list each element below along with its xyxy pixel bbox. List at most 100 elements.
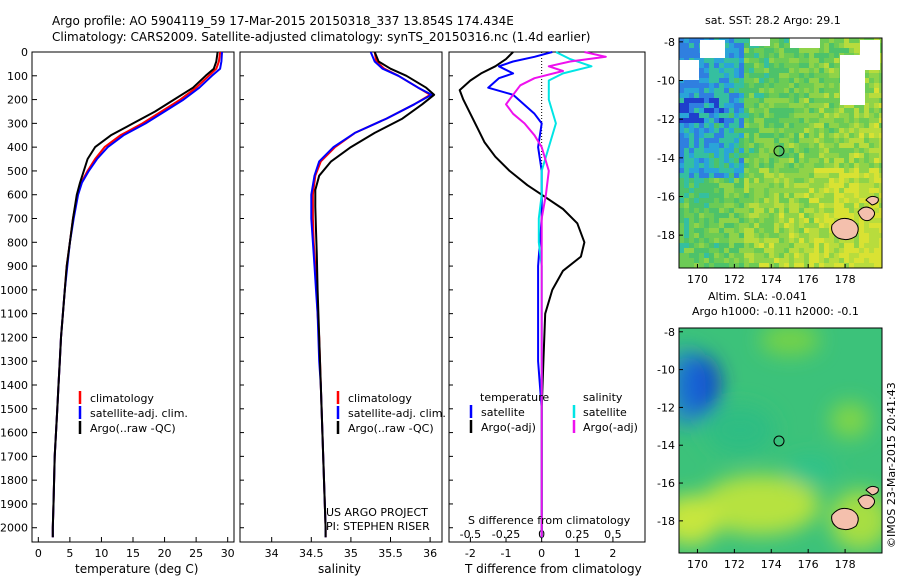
s-difference-label: S difference from climatology [468, 514, 631, 527]
header-line-1: Argo profile: AO 5904119_59 17-Mar-2015 … [52, 14, 514, 28]
y-tick-label: 400 [7, 141, 28, 154]
y-tick-label: 1200 [0, 331, 28, 344]
legend-label-t-argo: Argo(-adj) [481, 421, 536, 434]
project-label: US ARGO PROJECT [326, 506, 428, 519]
temperature-xlabel: temperature (deg C) [75, 562, 198, 576]
difference-axis: -2 -1 0 1 2-0.5 -0.25 0 0.25 0.5 [449, 51, 622, 560]
y-tick-label: 0 [21, 46, 28, 59]
x-tick-label: -1 [501, 547, 512, 560]
sla-map-axes: 170 172 174 176 178 -8 -10 -12 -14 -16 -18 [657, 326, 856, 571]
sla-map-panel: Altim. SLA: -0.041 Argo h1000: -0.11 h20… [657, 290, 883, 571]
x-tick-label: 35.5 [378, 547, 403, 560]
lat-tick-label: -12 [657, 113, 675, 126]
lat-tick-label: -8 [664, 36, 675, 49]
temperature-panel: 0100200300400500600700800900100011001200… [0, 46, 235, 576]
series-line-climatology [51, 51, 222, 538]
sla-map-land [831, 485, 879, 531]
lat-tick-label: -12 [657, 401, 675, 414]
y-tick-label: 2000 [0, 522, 28, 535]
x-tick-label: 15 [126, 547, 140, 560]
sla-argo-marker [773, 435, 785, 447]
x-tick-label: 10 [94, 547, 108, 560]
sst-map-axes: 170 172 174 176 178 -8 -10 -12 -14 -16 -18 [657, 36, 856, 286]
legend-label-t-satellite: satellite [481, 406, 525, 419]
y-tick-label: 1700 [0, 450, 28, 463]
y-tick-label: 1500 [0, 403, 28, 416]
s-tick-label: -0.25 [492, 528, 520, 541]
series-line-argo-raw-qc [51, 51, 219, 538]
x-tick-label: 34 [265, 547, 279, 560]
y-tick-label: 100 [7, 70, 28, 83]
depth-axis: 0 100 200 300 400 500 600 700 800 900 1000 1100 1200… [0, 46, 37, 535]
legend-label-s-argo: Argo(-adj) [583, 421, 638, 434]
legend-title-salinity: salinity [583, 391, 623, 404]
y-tick-label: 300 [7, 117, 28, 130]
lon-tick-label: 172 [724, 558, 745, 571]
sst-map-title: sat. SST: 28.2 Argo: 29.1 [705, 14, 841, 27]
sla-map-title: Altim. SLA: -0.041 [708, 290, 807, 303]
header-line-2: Climatology: CARS2009. Satellite-adjuste… [52, 30, 590, 44]
y-tick-label: 500 [7, 165, 28, 178]
temperature-lines [51, 51, 223, 538]
y-tick-label: 1400 [0, 379, 28, 392]
x-tick-label: 1 [574, 547, 581, 560]
lat-tick-label: -14 [657, 152, 675, 165]
sst-argo-marker [773, 145, 785, 157]
lon-tick-label: 178 [835, 558, 856, 571]
lon-tick-label: 176 [798, 273, 819, 286]
legend-label-argo: Argo(..raw -QC) [348, 422, 434, 435]
series-line-temperature-argo-adj [458, 51, 586, 538]
x-tick-label: -2 [465, 547, 476, 560]
series-line-satellite-adj-clim [51, 51, 223, 538]
sst-map-panel: sat. SST: 28.2 Argo: 29.1 170 172 174 176 17… [657, 14, 883, 286]
lat-tick-label: -16 [657, 477, 675, 490]
series-line-temperature-satellite [487, 51, 553, 538]
difference-frame [448, 51, 646, 543]
sst-map-frame [678, 37, 883, 269]
legend-label-satellite: satellite-adj. clim. [90, 407, 188, 420]
lat-tick-label: -18 [657, 515, 675, 528]
series-line-satellite-adj-clim [310, 51, 433, 538]
salinity-legend: climatology satellite-adj. clim. Argo(..… [336, 391, 446, 435]
legend-label-climatology: climatology [348, 392, 412, 405]
sst-map-land [831, 195, 879, 241]
s-tick-label: 0.5 [604, 528, 622, 541]
temperature-legend: climatology satellite-adj. clim. Argo(..… [78, 391, 188, 435]
y-tick-label: 1100 [0, 308, 28, 321]
sla-map-subtitle: Argo h1000: -0.11 h2000: -0.1 [692, 305, 859, 318]
y-tick-label: 1800 [0, 474, 28, 487]
lat-tick-label: -16 [657, 190, 675, 203]
legend-label-climatology: climatology [90, 392, 154, 405]
t-difference-label: T difference from climatology [464, 562, 642, 576]
y-tick-label: 1000 [0, 284, 28, 297]
series-line-argo-raw-qc [314, 51, 436, 538]
lon-tick-label: 170 [687, 558, 708, 571]
y-tick-label: 200 [7, 94, 28, 107]
lat-tick-label: -18 [657, 229, 675, 242]
lat-tick-label: -14 [657, 439, 675, 452]
y-tick-label: 700 [7, 213, 28, 226]
lon-tick-label: 176 [798, 558, 819, 571]
salinity-lines [310, 51, 436, 538]
salinity-xlabel: salinity [318, 562, 361, 576]
pi-label: PI: STEPHEN RISER [326, 520, 430, 533]
series-line-salinity-satellite [537, 51, 593, 538]
s-tick-label: -0.5 [460, 528, 481, 541]
legend-label-argo: Argo(..raw -QC) [90, 422, 176, 435]
difference-panel: -2 -1 0 1 2-0.5 -0.25 0 0.25 0.5 S difference fr… [448, 51, 646, 576]
lon-tick-label: 174 [761, 273, 782, 286]
x-tick-label: 35 [344, 547, 358, 560]
x-tick-label: 0 [538, 547, 545, 560]
legend-title-temperature: temperature [480, 391, 549, 404]
x-tick-label: 30 [221, 547, 235, 560]
series-line-salinity-argo-adj [505, 51, 607, 538]
difference-lines [458, 51, 607, 538]
x-tick-label: 5 [66, 547, 73, 560]
lat-tick-label: -10 [657, 75, 675, 88]
salinity-axis: 34 34.5 35 35.5 36 [240, 51, 437, 560]
y-tick-label: 1900 [0, 498, 28, 511]
temperature-axis: 0 5 10 15 20 25 30 [35, 537, 235, 560]
sla-map-frame [678, 327, 883, 554]
x-tick-label: 25 [189, 547, 203, 560]
